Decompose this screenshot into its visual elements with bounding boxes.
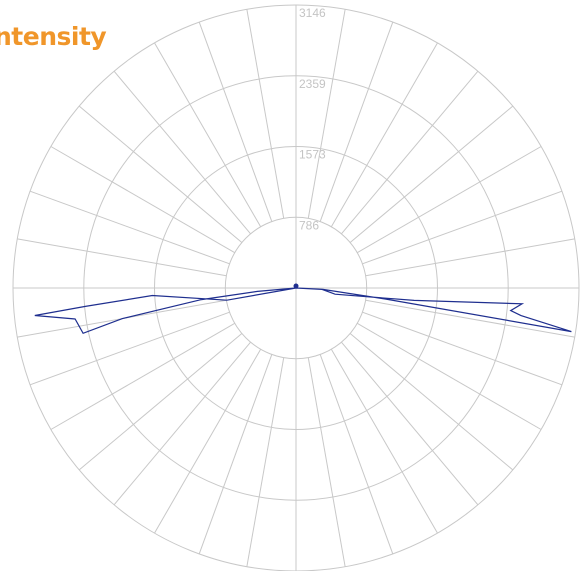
grid-spoke: [198, 21, 273, 222]
grid-spoke: [17, 238, 227, 277]
intensity-line: [34, 287, 572, 335]
radial-tick-label: 786: [299, 218, 319, 232]
grid-spoke: [29, 190, 230, 265]
grid-ring: [12, 4, 580, 571]
grid-spoke: [154, 42, 262, 228]
grid-spoke: [349, 105, 514, 243]
grid-spoke: [307, 357, 346, 567]
grid-ring: [154, 146, 438, 430]
radial-tick-label: 3146: [299, 6, 326, 20]
grid-spoke: [356, 146, 542, 254]
radial-tick-label: 1573: [299, 148, 326, 162]
grid-spoke: [341, 341, 479, 506]
grid-spoke: [341, 70, 479, 235]
radial-tick-labels: 786 1573 2359 3146: [299, 6, 326, 232]
grid-spoke: [50, 146, 236, 254]
radial-tick-label: 2359: [299, 77, 326, 91]
grid-spoke: [113, 70, 251, 235]
grid-spoke: [29, 311, 230, 386]
grid-spoke: [362, 311, 563, 386]
intensity-curve: [34, 283, 572, 335]
grid-spoke: [362, 190, 563, 265]
grid-spoke: [365, 299, 575, 338]
grid-spoke: [330, 348, 438, 534]
grid-ring: [224, 216, 368, 360]
grid-spoke: [50, 322, 236, 430]
polar-grid: [12, 4, 580, 571]
grid-spoke: [246, 357, 285, 567]
grid-spoke: [356, 322, 542, 430]
grid-spoke: [198, 354, 273, 555]
grid-spoke: [78, 105, 243, 243]
grid-spoke: [365, 238, 575, 277]
grid-spoke: [319, 354, 394, 555]
grid-spoke: [154, 348, 262, 534]
grid-spoke: [307, 9, 346, 219]
center-marker: [293, 283, 299, 289]
grid-spoke: [319, 21, 394, 222]
grid-spoke: [113, 341, 251, 506]
grid-spoke: [349, 333, 514, 471]
grid-ring: [83, 75, 509, 501]
grid-spoke: [246, 9, 285, 219]
grid-spoke: [330, 42, 438, 228]
grid-spoke: [78, 333, 243, 471]
chart-title: ntensity: [0, 22, 107, 51]
